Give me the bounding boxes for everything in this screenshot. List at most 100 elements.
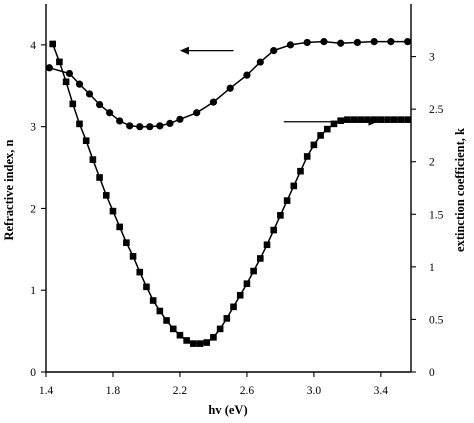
x-tick-label: 1.4 xyxy=(39,385,54,397)
right-tick-label: 0.5 xyxy=(429,314,444,326)
k-data-point xyxy=(56,58,63,66)
n-data-point xyxy=(243,71,251,79)
right-arrow-icon xyxy=(368,117,378,126)
k-data-point xyxy=(230,303,237,311)
n-data-point xyxy=(106,109,114,117)
n-data-point xyxy=(320,38,328,46)
k-data-point xyxy=(216,325,224,333)
n-data-point xyxy=(176,115,184,123)
k-data-point xyxy=(116,223,123,231)
n-data-point xyxy=(387,38,395,46)
n-data-point xyxy=(85,90,94,98)
right-tick-label: 2 xyxy=(429,157,435,169)
n-data-point xyxy=(75,80,84,88)
right-tick-label: 3 xyxy=(429,52,435,64)
n-data-point xyxy=(126,122,134,130)
series-group xyxy=(45,38,412,347)
k-data-point xyxy=(156,307,164,315)
k-data-point xyxy=(136,268,144,276)
left-tick-label: 0 xyxy=(30,367,36,379)
n-data-point xyxy=(65,69,74,78)
k-data-point xyxy=(102,192,110,199)
x-tick-label: 2.2 xyxy=(173,385,188,397)
k-data-point xyxy=(303,153,311,160)
n-data-point xyxy=(45,64,53,72)
right-axis-label: extinction coefficient, k xyxy=(453,128,467,252)
k-data-point xyxy=(263,241,271,249)
n-data-point xyxy=(136,123,144,131)
x-tick-label: 3.4 xyxy=(374,385,389,397)
k-data-point xyxy=(123,239,130,246)
left-arrow-icon xyxy=(179,46,189,55)
k-data-point xyxy=(176,331,184,339)
right-tick-label: 0 xyxy=(429,367,435,379)
k-data-point xyxy=(243,280,251,287)
x-tick-label: 1.8 xyxy=(106,385,121,397)
k-data-point xyxy=(169,325,177,333)
k-data-point xyxy=(76,120,83,128)
k-data-point xyxy=(143,283,150,291)
n-series-line xyxy=(49,40,408,128)
k-data-point xyxy=(210,334,217,341)
n-data-point xyxy=(166,119,174,127)
n-data-point xyxy=(404,38,412,46)
k-data-point xyxy=(109,207,117,215)
k-data-point xyxy=(337,117,344,125)
right-tick-label: 1 xyxy=(429,262,435,274)
left-axis-ticks: 0 1 2 3 4 xyxy=(30,40,46,379)
k-data-point xyxy=(203,339,211,346)
x-tick-label: 2.6 xyxy=(240,385,255,397)
k-data-point xyxy=(283,197,291,204)
left-tick-label: 2 xyxy=(30,203,36,215)
left-tick-label: 3 xyxy=(30,122,36,134)
k-data-point xyxy=(317,132,324,139)
x-axis-ticks: 1.4 1.8 2.2 2.6 3.0 3.4 xyxy=(39,372,388,397)
n-data-point xyxy=(337,39,345,47)
k-data-point xyxy=(384,116,391,123)
k-data-point xyxy=(163,317,170,324)
k-data-point xyxy=(330,120,338,128)
k-data-point xyxy=(277,212,284,219)
n-data-point xyxy=(370,38,378,46)
annotations xyxy=(179,46,378,126)
k-data-point xyxy=(404,116,411,123)
k-data-point xyxy=(82,137,90,144)
k-data-point xyxy=(270,226,278,234)
k-data-point xyxy=(397,116,405,123)
k-data-point xyxy=(223,315,231,322)
k-data-point xyxy=(297,167,304,175)
k-data-point xyxy=(257,255,264,262)
k-data-point xyxy=(89,156,97,163)
x-axis-label: hv (eV) xyxy=(208,403,247,417)
k-data-point xyxy=(196,340,204,347)
k-data-point xyxy=(290,182,298,190)
left-axis-label: Refractive index, n xyxy=(2,139,16,240)
k-data-point xyxy=(129,253,137,260)
k-data-point xyxy=(370,116,378,123)
right-tick-label: 1.5 xyxy=(429,209,444,221)
n-data-point xyxy=(226,84,234,92)
n-data-point xyxy=(353,38,362,47)
k-data-point xyxy=(323,125,331,133)
left-tick-label: 4 xyxy=(30,40,36,52)
n-data-point xyxy=(209,98,218,106)
n-data-point xyxy=(256,58,264,66)
k-data-point xyxy=(310,141,318,149)
left-tick-label: 1 xyxy=(30,285,36,297)
k-data-point xyxy=(149,297,157,304)
k-data-point xyxy=(250,267,257,275)
k-data-point xyxy=(344,116,351,123)
n-data-point xyxy=(270,47,278,55)
k-data-point xyxy=(357,116,365,123)
k-data-point xyxy=(69,100,77,108)
k-data-point xyxy=(183,337,190,344)
k-data-point xyxy=(190,340,197,347)
k-data-point xyxy=(96,174,103,181)
k-data-point xyxy=(62,78,70,86)
n-data-point xyxy=(156,122,164,130)
n-data-point xyxy=(193,109,201,117)
k-data-point xyxy=(390,116,398,123)
k-data-point xyxy=(377,116,385,123)
plot-frame xyxy=(45,4,412,373)
